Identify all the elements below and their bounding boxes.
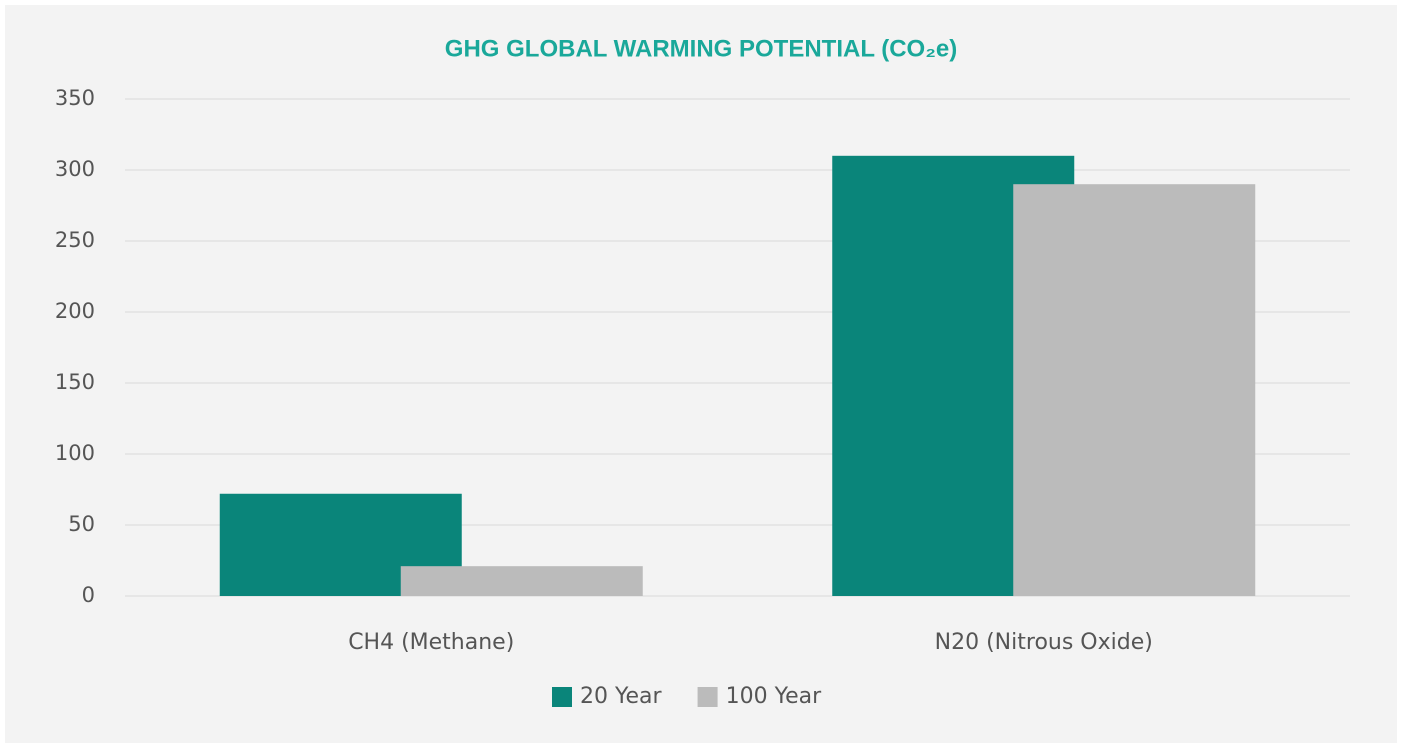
x-tick-label: CH4 (Methane) [348, 630, 514, 655]
chart-title: GHG GLOBAL WARMING POTENTIAL (CO₂e) [445, 35, 957, 62]
legend-label: 100 Year [726, 684, 823, 709]
x-tick-label: N20 (Nitrous Oxide) [935, 630, 1153, 655]
legend-swatch [697, 687, 718, 707]
bar [400, 566, 643, 596]
y-tick-label: 100 [55, 441, 95, 465]
y-tick-label: 300 [55, 157, 95, 181]
y-tick-label: 250 [55, 228, 95, 252]
bar [1013, 184, 1256, 596]
legend-label: 20 Year [580, 684, 663, 709]
y-tick-label: 150 [55, 370, 95, 394]
y-tick-label: 0 [82, 583, 95, 607]
y-tick-label: 200 [55, 299, 95, 323]
legend-swatch [552, 687, 572, 707]
y-tick-label: 350 [55, 86, 95, 110]
y-tick-label: 50 [68, 512, 95, 536]
